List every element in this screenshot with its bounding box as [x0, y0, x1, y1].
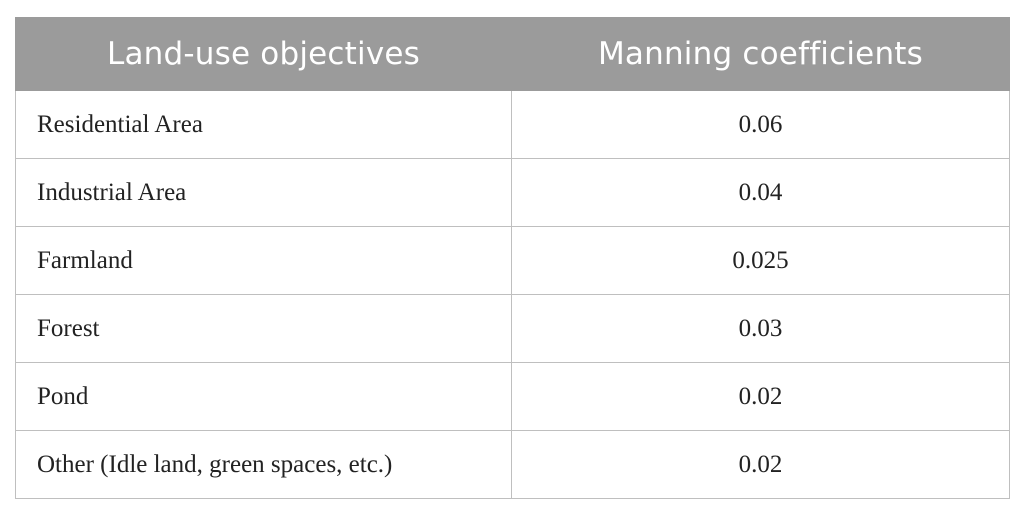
coefficient-cell: 0.06	[511, 90, 1010, 159]
header-manning-coefficients: Manning coefficients	[511, 17, 1010, 91]
table-row: Other (Idle land, green spaces, etc.) 0.…	[15, 430, 1010, 499]
coefficient-cell: 0.02	[511, 362, 1010, 431]
coefficient-cell: 0.03	[511, 294, 1010, 363]
land-use-cell: Farmland	[15, 226, 512, 295]
table-row: Pond 0.02	[15, 362, 1010, 431]
table-row: Farmland 0.025	[15, 226, 1010, 295]
coefficient-cell: 0.04	[511, 158, 1010, 227]
coefficient-cell: 0.025	[511, 226, 1010, 295]
manning-coefficients-table: Land-use objectives Manning coefficients…	[15, 17, 1010, 499]
header-row: Land-use objectives Manning coefficients	[15, 17, 1010, 91]
table-body: Residential Area 0.06 Industrial Area 0.…	[15, 90, 1010, 499]
land-use-cell: Forest	[15, 294, 512, 363]
table-row: Residential Area 0.06	[15, 90, 1010, 159]
land-use-cell: Other (Idle land, green spaces, etc.)	[15, 430, 512, 499]
manning-coefficients-table-container: Land-use objectives Manning coefficients…	[15, 17, 1010, 499]
land-use-cell: Residential Area	[15, 90, 512, 159]
land-use-cell: Industrial Area	[15, 158, 512, 227]
table-header: Land-use objectives Manning coefficients	[15, 17, 1010, 91]
header-land-use-objectives: Land-use objectives	[15, 17, 512, 91]
table-row: Forest 0.03	[15, 294, 1010, 363]
land-use-cell: Pond	[15, 362, 512, 431]
table-row: Industrial Area 0.04	[15, 158, 1010, 227]
coefficient-cell: 0.02	[511, 430, 1010, 499]
